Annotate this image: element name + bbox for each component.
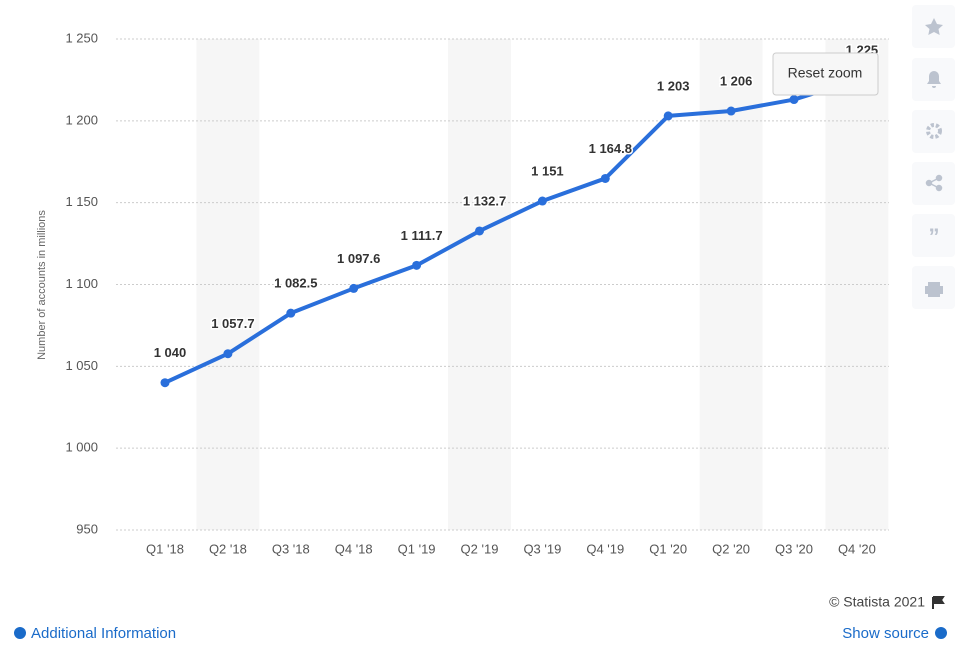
x-tick-label: Q3 '20	[775, 541, 813, 556]
y-tick-label: 1 050	[65, 358, 98, 373]
value-label: 1 057.7	[211, 316, 254, 331]
point	[663, 111, 673, 121]
point	[475, 226, 484, 236]
point	[726, 106, 736, 116]
x-tick-label: Q1 '18	[146, 541, 184, 556]
line	[164, 78, 858, 385]
value-label: 1 132.7	[463, 193, 506, 208]
x-tick-label: Q4 '20	[838, 541, 876, 556]
info-icon	[935, 627, 947, 639]
reset-zoom-button[interactable]: Reset zoom	[772, 52, 879, 96]
x-tick-label: Q3 '18	[272, 541, 310, 556]
x-tick-label: Q1 '20	[649, 541, 687, 556]
cite-button[interactable]	[912, 214, 955, 257]
point	[160, 378, 170, 388]
value-label: 1 206	[720, 73, 753, 88]
share-icon	[925, 174, 943, 192]
point	[537, 196, 547, 206]
quote-icon: ”	[929, 224, 940, 249]
settings-button[interactable]	[912, 110, 955, 153]
plot: Q1 '18 Q2 '18 Q3 '18 Q4 '18 Q1 '19 Q2 '19 Q3 '…	[146, 41, 880, 557]
value-label: 1 164.8	[589, 141, 632, 156]
y-axis-label: Number of accounts in millions	[36, 210, 48, 360]
point	[789, 95, 799, 105]
y-tick-label: 1 200	[65, 112, 98, 127]
reset-zoom-label[interactable]: Reset zoom	[788, 65, 863, 81]
point	[412, 260, 422, 270]
star-icon	[925, 18, 943, 35]
flag-icon	[932, 596, 945, 609]
reset-zoom-bg[interactable]	[772, 52, 879, 96]
additional-information-link[interactable]: Additional Information	[31, 625, 176, 642]
toolbar: ”	[912, 5, 955, 309]
share-button[interactable]	[912, 162, 955, 205]
x-tick-label: Q4 '18	[335, 541, 373, 556]
x-tick-label: Q2 '18	[209, 541, 247, 556]
x-tick-label: Q2 '20	[712, 541, 750, 556]
x-tick-label: Q4 '19	[586, 541, 624, 556]
y-tick-label: 950	[76, 521, 98, 536]
point	[286, 308, 296, 318]
value-label: 1 151	[531, 163, 564, 178]
point	[349, 283, 359, 293]
value-label: 1 203	[657, 78, 690, 93]
x-tick-label: Q3 '19	[523, 541, 561, 556]
x-tick-label: Q2 '19	[461, 541, 499, 556]
y-tick-label: 1 250	[65, 30, 98, 45]
gear-icon	[926, 123, 942, 139]
copyright: © Statista 2021	[829, 594, 925, 610]
print-icon	[925, 282, 943, 297]
y-tick-label: 1 000	[65, 440, 98, 455]
y-tick-label: 1 100	[65, 276, 98, 291]
show-source-link[interactable]: Show source	[842, 625, 929, 642]
value-label: 1 097.6	[337, 251, 380, 266]
point	[600, 173, 610, 183]
value-label: 1 082.5	[274, 276, 317, 291]
point	[223, 349, 233, 359]
bell-icon	[927, 71, 941, 88]
y-tick-label: 1 150	[65, 194, 98, 209]
info-icon	[14, 627, 26, 639]
grid: 950 1 000 1 050 1 100 1 150 1 200 1 250	[65, 30, 889, 536]
x-tick-label: Q1 '19	[398, 541, 436, 556]
value-label: 1 040	[154, 345, 187, 360]
value-label: 1 111.7	[401, 228, 443, 243]
